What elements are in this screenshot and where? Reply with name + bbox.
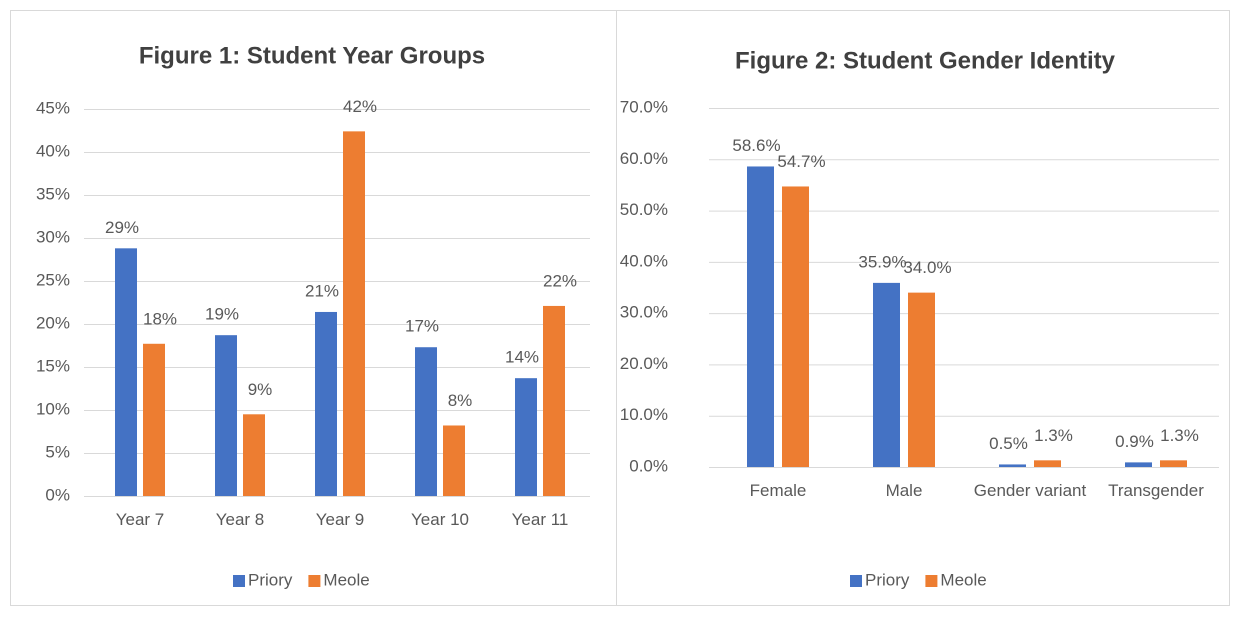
data-label: 1.3% [1034, 426, 1073, 445]
bar [1125, 462, 1152, 467]
bar [1034, 460, 1061, 467]
bar [999, 464, 1026, 467]
data-label: 17% [405, 317, 439, 336]
y-tick-label: 40% [36, 141, 70, 160]
y-tick-label: 0.0% [629, 456, 668, 475]
x-tick-label-box: Male [885, 481, 923, 500]
legend-swatch [308, 575, 321, 587]
legend-label: Priory [865, 570, 910, 589]
bar [415, 347, 437, 496]
data-label: 8% [448, 391, 473, 410]
bar [873, 282, 900, 467]
data-label: 35.9% [858, 252, 906, 271]
data-label: 9% [248, 380, 273, 399]
x-tick-label: Year 10 [411, 510, 469, 529]
x-tick-label: Year 9 [315, 510, 365, 529]
x-tick-label-box: Year 7 [115, 510, 165, 529]
frame [10, 10, 1230, 606]
bar [908, 292, 935, 467]
legend-swatch [850, 575, 862, 587]
x-tick-label: Year 11 [511, 510, 569, 529]
bar [243, 414, 265, 496]
y-tick-label: 70.0% [620, 97, 668, 116]
data-label: 14% [505, 348, 539, 367]
chart-title: Figure 2: Student Gender Identity [735, 47, 1116, 74]
y-tick-label: 30.0% [620, 303, 668, 322]
data-label: 1.3% [1160, 426, 1199, 445]
x-tick-label: Gender variant [973, 481, 1087, 500]
x-tick-label-box: Transgender [1108, 481, 1204, 500]
y-tick-label: 5% [45, 442, 70, 461]
bar [443, 425, 465, 496]
chart-title: Figure 1: Student Year Groups [139, 42, 485, 69]
data-label: 34.0% [903, 258, 951, 277]
y-tick-label: 15% [36, 356, 70, 375]
x-tick-label: Transgender [1108, 481, 1204, 500]
data-label: 18% [143, 309, 177, 328]
data-label: 22% [543, 271, 577, 290]
bar [143, 343, 165, 496]
bar [115, 248, 137, 496]
legend-label: Meole [940, 570, 986, 589]
data-label: 58.6% [732, 136, 780, 155]
y-tick-label: 30% [36, 227, 70, 246]
bar [1160, 460, 1187, 467]
y-tick-label: 20.0% [620, 354, 668, 373]
legend-label: Priory [248, 570, 293, 589]
legend-swatch [925, 575, 938, 587]
data-label: 0.9% [1115, 432, 1154, 451]
data-label: 21% [305, 281, 339, 300]
x-tick-label-box: Year 8 [215, 510, 265, 529]
x-tick-label-box: Gender variant [973, 481, 1087, 500]
legend-swatch [233, 575, 245, 587]
bar [747, 166, 774, 468]
y-tick-label: 40.0% [620, 251, 668, 270]
y-tick-label: 60.0% [620, 149, 668, 168]
data-label: 19% [205, 305, 239, 324]
y-tick-label: 50.0% [620, 200, 668, 219]
data-label: 29% [105, 218, 139, 237]
y-tick-label: 10.0% [620, 405, 668, 424]
x-tick-label-box: Year 11 [511, 510, 569, 529]
bar [315, 311, 337, 496]
x-tick-label: Female [749, 481, 807, 500]
y-tick-label: 20% [36, 313, 70, 332]
bar [215, 335, 237, 496]
bar [543, 305, 565, 496]
bar [515, 378, 537, 496]
y-tick-label: 25% [36, 270, 70, 289]
y-tick-label: 0% [45, 485, 70, 504]
legend-label: Meole [323, 570, 369, 589]
data-label: 0.5% [989, 434, 1028, 453]
x-tick-label-box: Year 10 [411, 510, 469, 529]
y-tick-label: 35% [36, 184, 70, 203]
y-tick-label: 10% [36, 399, 70, 418]
y-tick-label: 45% [36, 98, 70, 117]
data-label: 42% [343, 97, 377, 116]
x-tick-label: Male [885, 481, 923, 500]
data-label: 54.7% [777, 152, 825, 171]
bar [782, 186, 809, 467]
x-tick-label-box: Year 9 [315, 510, 365, 529]
x-tick-label: Year 8 [215, 510, 265, 529]
x-tick-label: Year 7 [115, 510, 165, 529]
x-tick-label-box: Female [749, 481, 807, 500]
bar [343, 131, 365, 497]
